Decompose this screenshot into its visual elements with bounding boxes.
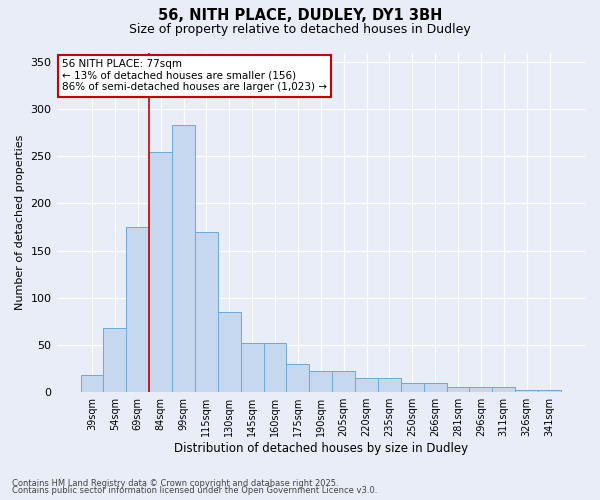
Text: Size of property relative to detached houses in Dudley: Size of property relative to detached ho… — [129, 22, 471, 36]
Bar — [103, 328, 127, 392]
Bar — [515, 390, 538, 392]
Bar — [80, 375, 103, 392]
Text: 56, NITH PLACE, DUDLEY, DY1 3BH: 56, NITH PLACE, DUDLEY, DY1 3BH — [158, 8, 442, 22]
Bar — [493, 388, 515, 392]
Bar — [424, 383, 446, 392]
Bar — [263, 343, 286, 392]
Text: Contains public sector information licensed under the Open Government Licence v3: Contains public sector information licen… — [12, 486, 377, 495]
Text: 56 NITH PLACE: 77sqm
← 13% of detached houses are smaller (156)
86% of semi-deta: 56 NITH PLACE: 77sqm ← 13% of detached h… — [62, 60, 327, 92]
Bar — [355, 378, 378, 392]
Bar — [172, 125, 195, 392]
Bar — [446, 386, 469, 392]
Bar — [195, 232, 218, 392]
Bar — [127, 227, 149, 392]
X-axis label: Distribution of detached houses by size in Dudley: Distribution of detached houses by size … — [174, 442, 468, 455]
Bar — [241, 343, 263, 392]
Bar — [218, 312, 241, 392]
Bar — [332, 372, 355, 392]
Text: Contains HM Land Registry data © Crown copyright and database right 2025.: Contains HM Land Registry data © Crown c… — [12, 478, 338, 488]
Bar — [310, 372, 332, 392]
Bar — [286, 364, 310, 392]
Bar — [149, 152, 172, 392]
Bar — [401, 383, 424, 392]
Bar — [469, 386, 493, 392]
Y-axis label: Number of detached properties: Number of detached properties — [15, 134, 25, 310]
Bar — [538, 390, 561, 392]
Bar — [378, 378, 401, 392]
